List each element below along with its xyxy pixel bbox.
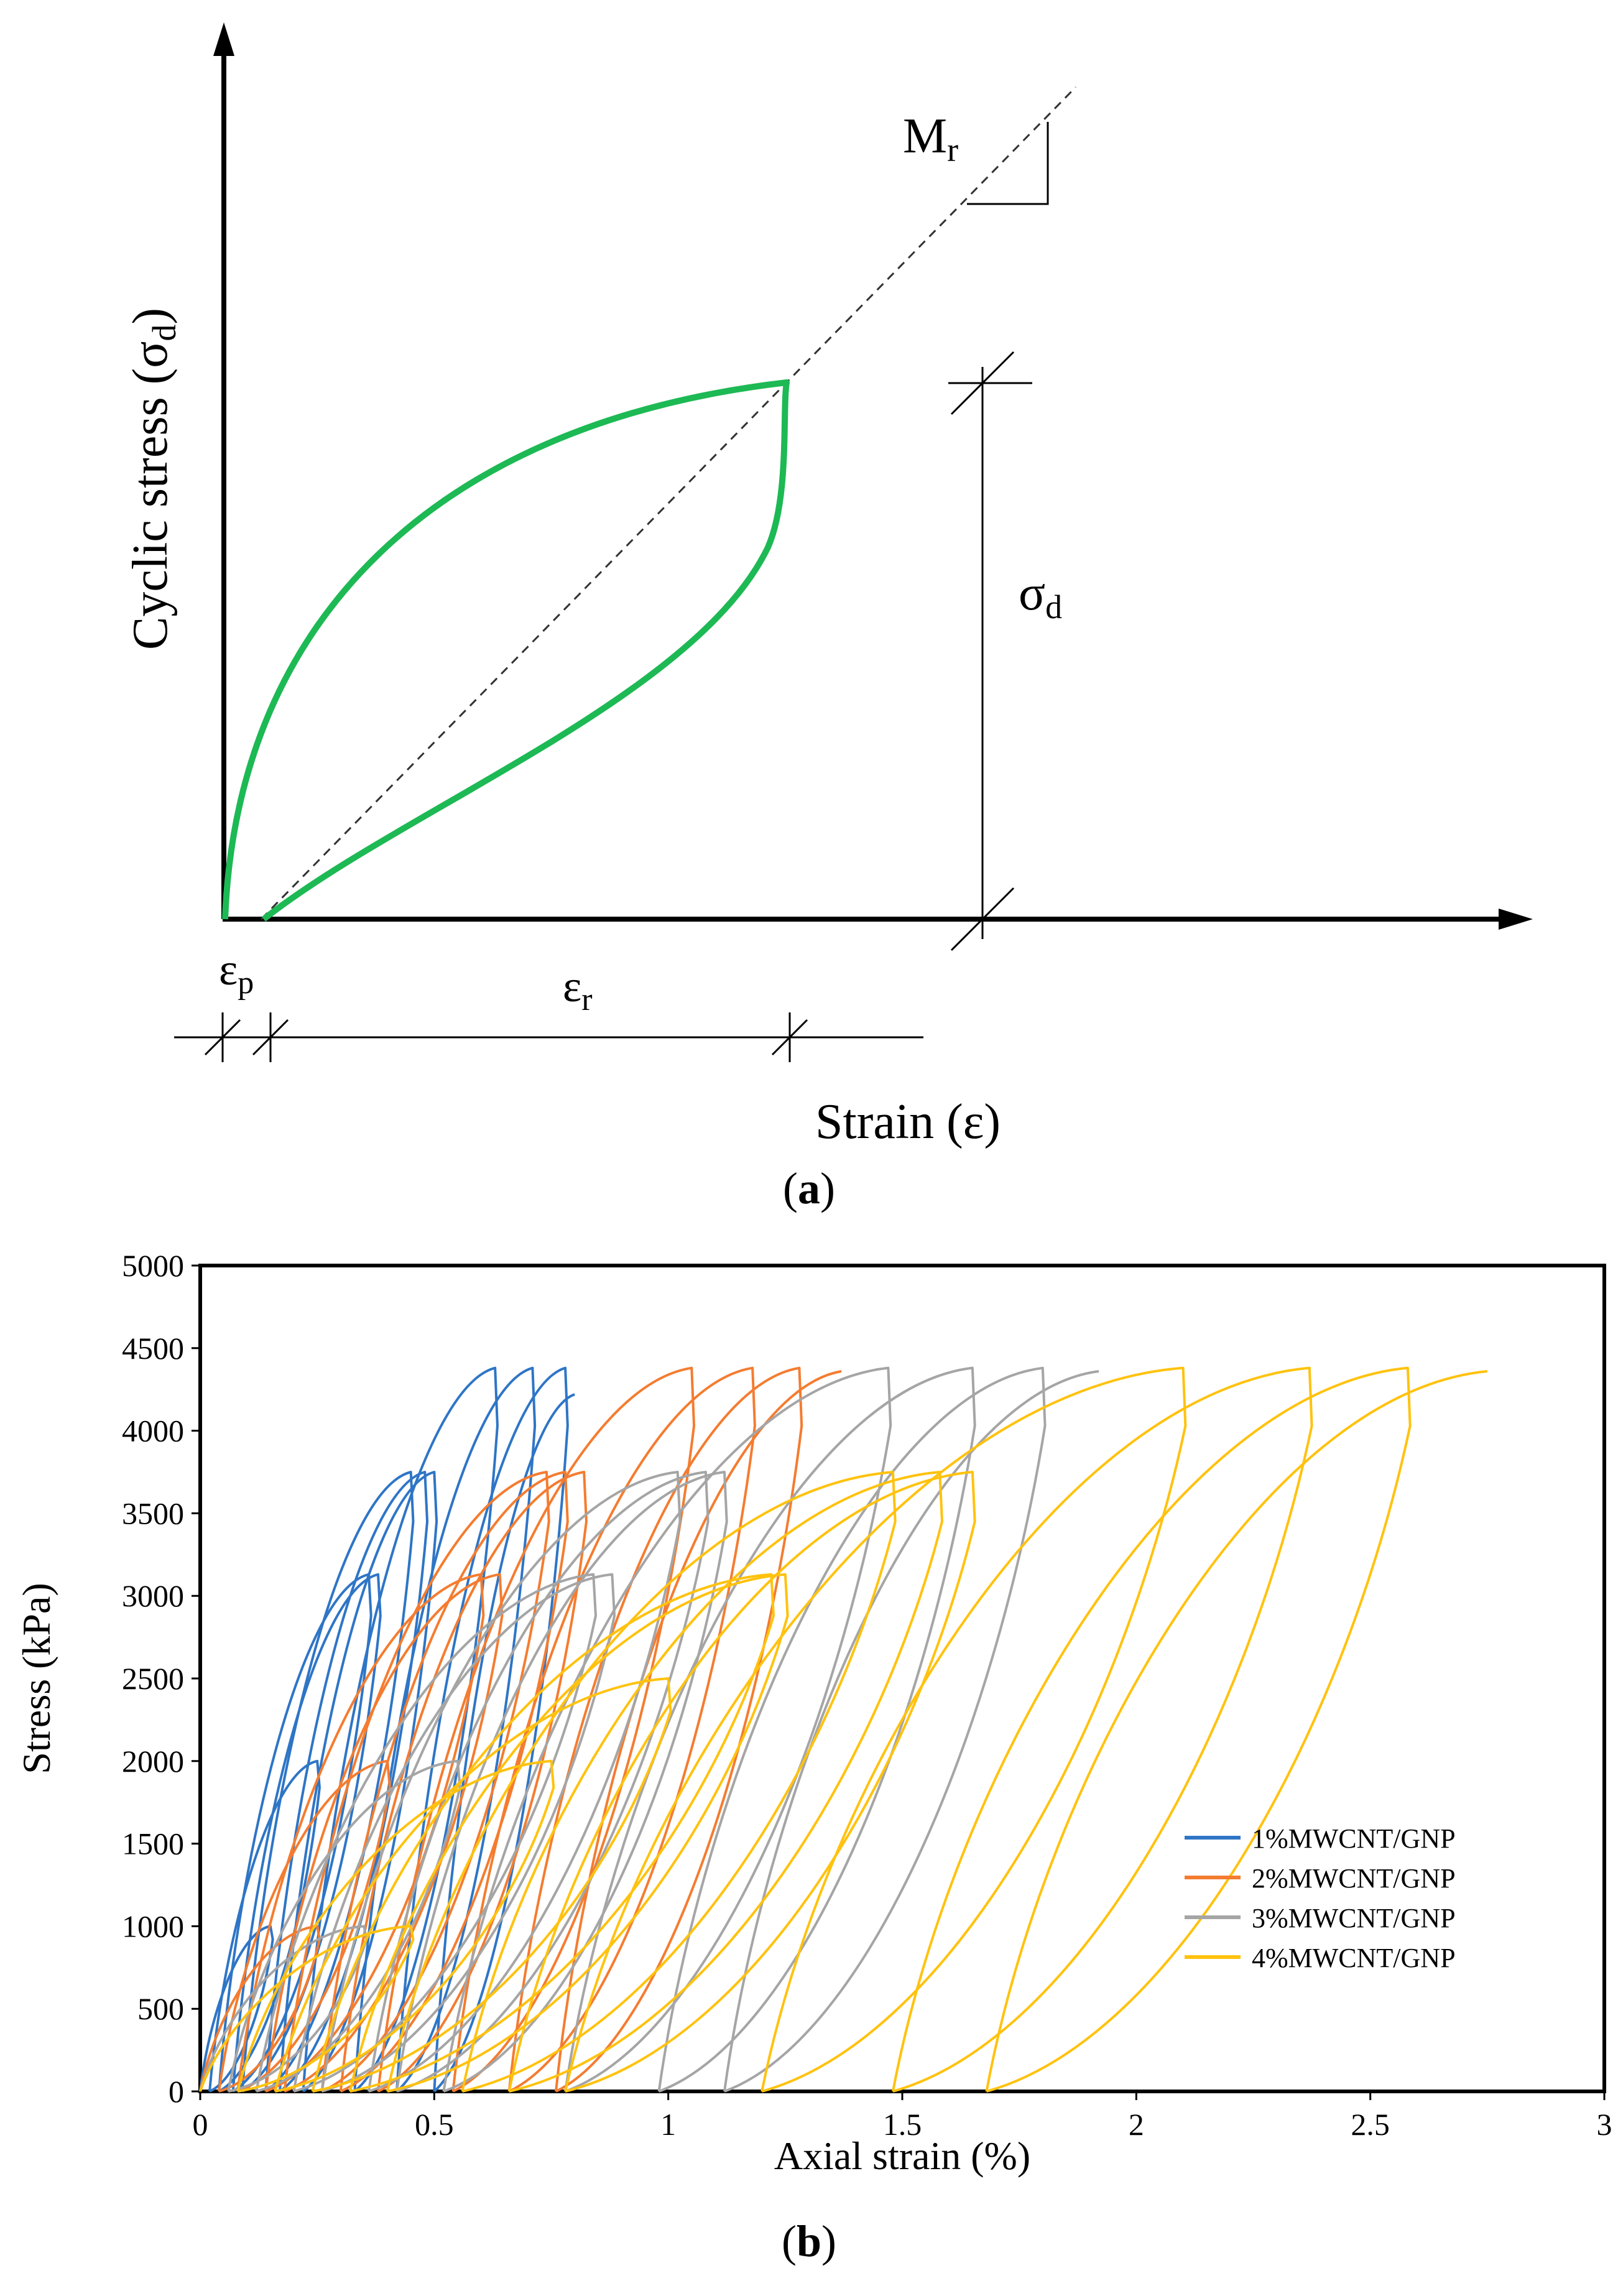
x-tick-label: 0.5 (415, 2107, 454, 2142)
x-axis-label: Axial strain (%) (774, 2134, 1030, 2178)
x-tick-label: 1.5 (883, 2107, 922, 2142)
sigma-d-label: σd (1019, 566, 1062, 626)
sigma-d-top-tick (950, 351, 1015, 415)
epsilon-r-label: εr (563, 961, 593, 1017)
series-4-loop-2 (236, 1759, 555, 2093)
y-label-text: Cyclic stress ( (123, 368, 178, 650)
series-4-loop-1 (199, 1925, 415, 2093)
y-tick-label: 3500 (122, 1496, 184, 1530)
series-4-loop-11 (891, 1366, 1412, 2093)
panel-b-caption-close: ) (821, 2216, 836, 2266)
x-tick-label: 0 (193, 2107, 208, 2142)
mr-label-sub: r (947, 131, 958, 169)
series-4-loop-10 (760, 1366, 1313, 2093)
series-4-loop-3 (274, 1677, 672, 2093)
legend-label: 2%MWCNT/GNP (1252, 1863, 1456, 1894)
epsilon-p-label: εp (219, 945, 254, 1001)
series-3-loop-3 (255, 1573, 598, 2093)
series-3-loop-2 (227, 1759, 461, 2093)
series-3-loop-4 (292, 1573, 616, 2093)
series-4 (199, 1366, 1488, 2093)
y-tick-label: 500 (137, 1991, 184, 2026)
panel-a-caption-open: ( (783, 1164, 798, 1213)
slope-triangle (967, 122, 1049, 205)
epsilon-r-main: ε (563, 961, 581, 1011)
series-2-loop-8 (377, 1366, 696, 2093)
x-tick-label: 3 (1597, 2107, 1612, 2142)
series-1-loop-10 (395, 1366, 569, 2093)
y-tick-label: 2000 (122, 1744, 184, 1779)
y-tick-label: 1500 (122, 1826, 184, 1861)
series-4-loop-8 (507, 1471, 976, 2093)
y-tick-label: 4000 (122, 1414, 184, 1448)
series-1-loop-8 (302, 1366, 499, 2093)
series-2 (199, 1366, 842, 2093)
mr-label-main: M (903, 109, 947, 164)
sigma-d-main: σ (1019, 566, 1045, 621)
y-axis-label: Stress (kPa) (14, 1583, 58, 1774)
series-3 (199, 1366, 1099, 2093)
y-tick-label: 5000 (122, 1248, 184, 1283)
y-label-sub: d (146, 325, 183, 341)
panel-b-caption-open: ( (782, 2216, 797, 2266)
hysteresis-loop (222, 379, 790, 922)
series-1-loop-2 (208, 1759, 321, 2093)
y-tick-label: 1000 (122, 1909, 184, 1943)
legend-label: 3%MWCNT/GNP (1252, 1903, 1456, 1933)
panel-a-caption-letter: a (798, 1164, 820, 1213)
panel-a-caption-close: ) (820, 1164, 835, 1213)
series-1-loop-11 (433, 1393, 575, 2092)
strain-tick-3-slash (771, 1019, 808, 1056)
panel-a-caption: (a) (783, 1164, 835, 1213)
series-4-loop-12 (985, 1369, 1488, 2092)
y-tick-label: 2500 (122, 1661, 184, 1696)
panel-b-caption-letter: b (797, 2216, 821, 2266)
series-4-loop-5 (348, 1573, 789, 2093)
strain-tick-1-slash (204, 1019, 241, 1056)
series-2-loop-5 (283, 1471, 550, 2093)
series-4-loop-9 (564, 1366, 1187, 2093)
series-3-loop-5 (320, 1471, 682, 2093)
mr-label: Mr (903, 109, 958, 169)
series-1-loop-5 (241, 1471, 415, 2093)
epsilon-r-sub: r (581, 982, 592, 1017)
series-3-loop-6 (367, 1471, 710, 2093)
y-label-close: ) (123, 308, 178, 325)
legend: 1%MWCNT/GNP 2%MWCNT/GNP 3%MWCNT/GNP 4%MWCNT… (1185, 1823, 1456, 1973)
panel-a-x-arrow-head (1499, 909, 1533, 930)
x-tick-label: 2.5 (1351, 2107, 1390, 2142)
panel-a-x-axis-label: Strain (ε) (815, 1095, 1001, 1149)
x-tick-label: 1 (660, 2107, 676, 2142)
sigma-d-bottom-tick (950, 887, 1015, 951)
resilient-modulus-secant-line (260, 86, 1077, 920)
strain-tick-2-slash (252, 1019, 289, 1056)
epsilon-p-main: ε (219, 945, 238, 994)
panel-b-chart: 0 0.5 1 1.5 2 2.5 3 0 500 1000 1500 2000 2500 3000 350… (14, 1248, 1612, 2266)
series-group (199, 1366, 1488, 2093)
panel-a-y-arrow-head (213, 22, 234, 56)
series-1-loop-9 (353, 1366, 537, 2093)
y-tick-label: 3000 (122, 1578, 184, 1613)
y-tick-label: 4500 (122, 1331, 184, 1366)
panel-a-schematic: Cyclic stress (σd) Mr σd εp εr Strain (ε… (123, 22, 1533, 1213)
x-tick-label: 2 (1129, 2107, 1144, 2142)
y-tick-label: 0 (169, 2074, 184, 2109)
sigma-d-sub: d (1045, 588, 1062, 626)
legend-label: 4%MWCNT/GNP (1252, 1943, 1456, 1973)
series-3-loop-8 (442, 1366, 892, 2093)
series-3-loop-10 (657, 1366, 1047, 2093)
panel-a-y-axis-label: Cyclic stress (σd) (123, 308, 183, 650)
series-3-loop-1 (199, 1925, 368, 2093)
panel-b-caption: (b) (782, 2216, 836, 2266)
series-4-loop-6 (386, 1471, 897, 2093)
axis-ticks: 0 0.5 1 1.5 2 2.5 3 0 500 1000 1500 2000 2500 3000 350… (122, 1248, 1612, 2142)
epsilon-p-sub: p (238, 965, 254, 1001)
y-label-sigma: σ (123, 341, 178, 368)
series-2-loop-11 (555, 1370, 842, 2092)
legend-label: 1%MWCNT/GNP (1252, 1823, 1456, 1854)
